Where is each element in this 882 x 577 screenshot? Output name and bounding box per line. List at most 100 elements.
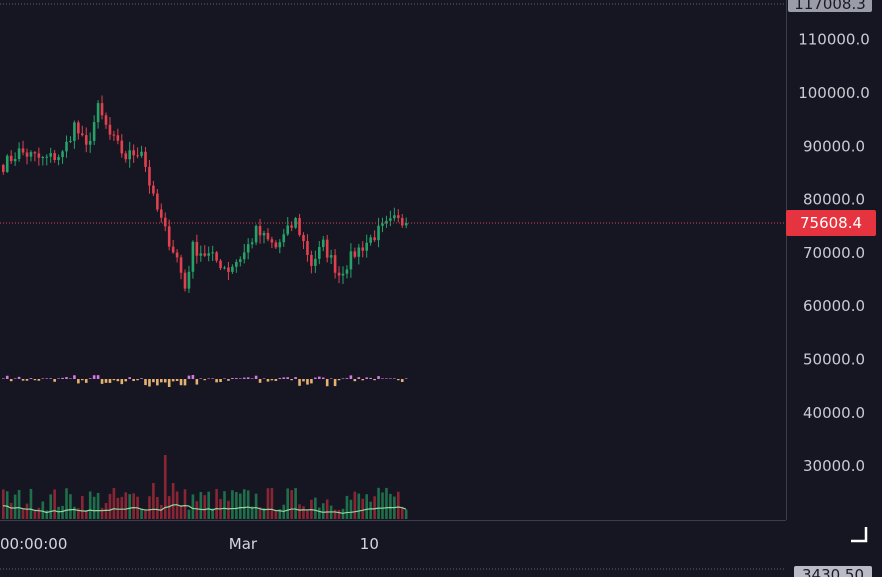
volume-bar xyxy=(302,506,305,519)
volume-bar xyxy=(404,509,408,519)
volume-bar xyxy=(274,509,278,519)
candle-body xyxy=(53,153,56,161)
oscillator-bar xyxy=(329,378,333,379)
candle-body xyxy=(286,225,289,235)
candle-body xyxy=(69,140,72,142)
oscillator-bar xyxy=(33,379,37,381)
candle-body xyxy=(175,252,179,258)
volume-bar xyxy=(231,490,234,519)
oscillator-bar xyxy=(124,379,128,382)
volume-bar xyxy=(69,494,72,519)
candle-body xyxy=(314,258,317,266)
volume-bar xyxy=(73,506,76,519)
volume-bar xyxy=(211,508,214,519)
oscillator-bar xyxy=(404,378,408,379)
oscillator-bar xyxy=(116,379,120,382)
candle-body xyxy=(120,140,124,154)
top-price-tag: 117008.3 xyxy=(788,0,872,13)
oscillator-bar xyxy=(318,376,321,379)
candle-body xyxy=(282,234,286,243)
oscillator-bar xyxy=(266,379,270,382)
candle-body xyxy=(357,247,361,257)
volume-bar xyxy=(100,507,104,519)
oscillator-bar xyxy=(246,377,250,379)
candle-body xyxy=(397,215,400,218)
candle-body xyxy=(57,157,60,161)
oscillator-bar xyxy=(377,376,380,379)
candle-body xyxy=(136,155,139,157)
candle-body xyxy=(215,252,218,261)
candle-body xyxy=(254,225,258,243)
candle-body xyxy=(353,251,357,257)
oscillator-bar xyxy=(270,379,274,381)
volume-bar xyxy=(120,496,124,519)
volume-bar xyxy=(9,502,13,519)
oscillator-bar xyxy=(385,378,388,379)
volume-bar xyxy=(381,492,384,519)
volume-bar xyxy=(25,503,29,519)
candle-body xyxy=(49,153,52,157)
candle-body xyxy=(373,237,376,241)
candle-body xyxy=(132,150,135,156)
oscillator-bar xyxy=(167,379,171,387)
candle-body xyxy=(270,239,274,243)
price-axis-tick-label: 50000.0 xyxy=(803,351,865,369)
oscillator-bar xyxy=(183,379,187,386)
candle-body xyxy=(25,152,29,157)
oscillator-bar xyxy=(156,379,159,386)
volume-bar xyxy=(298,504,301,519)
candle-body xyxy=(73,122,76,141)
oscillator-bar xyxy=(96,375,100,379)
volume-bar xyxy=(385,487,388,519)
oscillator-bar xyxy=(349,375,353,379)
candle-body xyxy=(33,152,37,154)
volume-bar xyxy=(227,500,230,519)
volume-bar xyxy=(290,490,293,519)
candle-body xyxy=(306,241,309,255)
time-axis-tick-label: Mar xyxy=(229,535,258,553)
candle-body xyxy=(171,246,175,253)
candle-body xyxy=(400,217,404,226)
candle-body xyxy=(112,134,116,136)
oscillator-bar xyxy=(365,377,368,379)
time-axis[interactable]: 00:00:00 Mar 10 xyxy=(0,535,379,553)
oscillator-bar xyxy=(108,379,112,383)
volume-bar xyxy=(242,489,246,519)
candle-body xyxy=(195,241,199,256)
volume-bar xyxy=(160,504,163,519)
oscillator-bar xyxy=(369,377,372,379)
volume-bar xyxy=(41,501,45,519)
oscillator-bar xyxy=(84,379,88,383)
time-axis-tick-label: 10 xyxy=(360,535,379,553)
oscillator-histogram xyxy=(2,375,408,387)
volume-bar xyxy=(223,491,226,519)
volume-bar xyxy=(318,507,321,519)
candle-body xyxy=(302,235,305,242)
oscillator-bar xyxy=(286,377,289,379)
oscillator-bar xyxy=(187,375,191,379)
oscillator-bar xyxy=(160,379,163,383)
candle-body xyxy=(321,239,325,248)
oscillator-bar xyxy=(163,379,167,383)
oscillator-bar xyxy=(120,379,124,385)
candle-body xyxy=(393,215,396,219)
oscillator-bar xyxy=(302,379,305,382)
volume-bar xyxy=(377,487,380,519)
volume-bar xyxy=(77,508,80,519)
price-axis[interactable]: 110000.0 100000.0 90000.0 80000.0 70000.0 600… xyxy=(798,31,870,475)
volume-bar xyxy=(92,496,96,519)
volume-bar xyxy=(187,509,191,519)
top-price-tag-text: 117008.3 xyxy=(794,0,866,13)
resize-corner-icon[interactable] xyxy=(851,527,868,543)
oscillator-bar xyxy=(179,379,183,386)
volume-bar xyxy=(156,497,159,519)
candle-body xyxy=(29,152,33,157)
candle-body xyxy=(21,148,25,153)
volume-bar xyxy=(333,509,337,519)
last-price-tag: 75608.4 xyxy=(786,210,876,237)
oscillator-bar xyxy=(341,378,345,379)
volume-bar xyxy=(163,455,167,519)
volume-bar xyxy=(250,506,254,519)
volume-bar xyxy=(389,493,392,519)
